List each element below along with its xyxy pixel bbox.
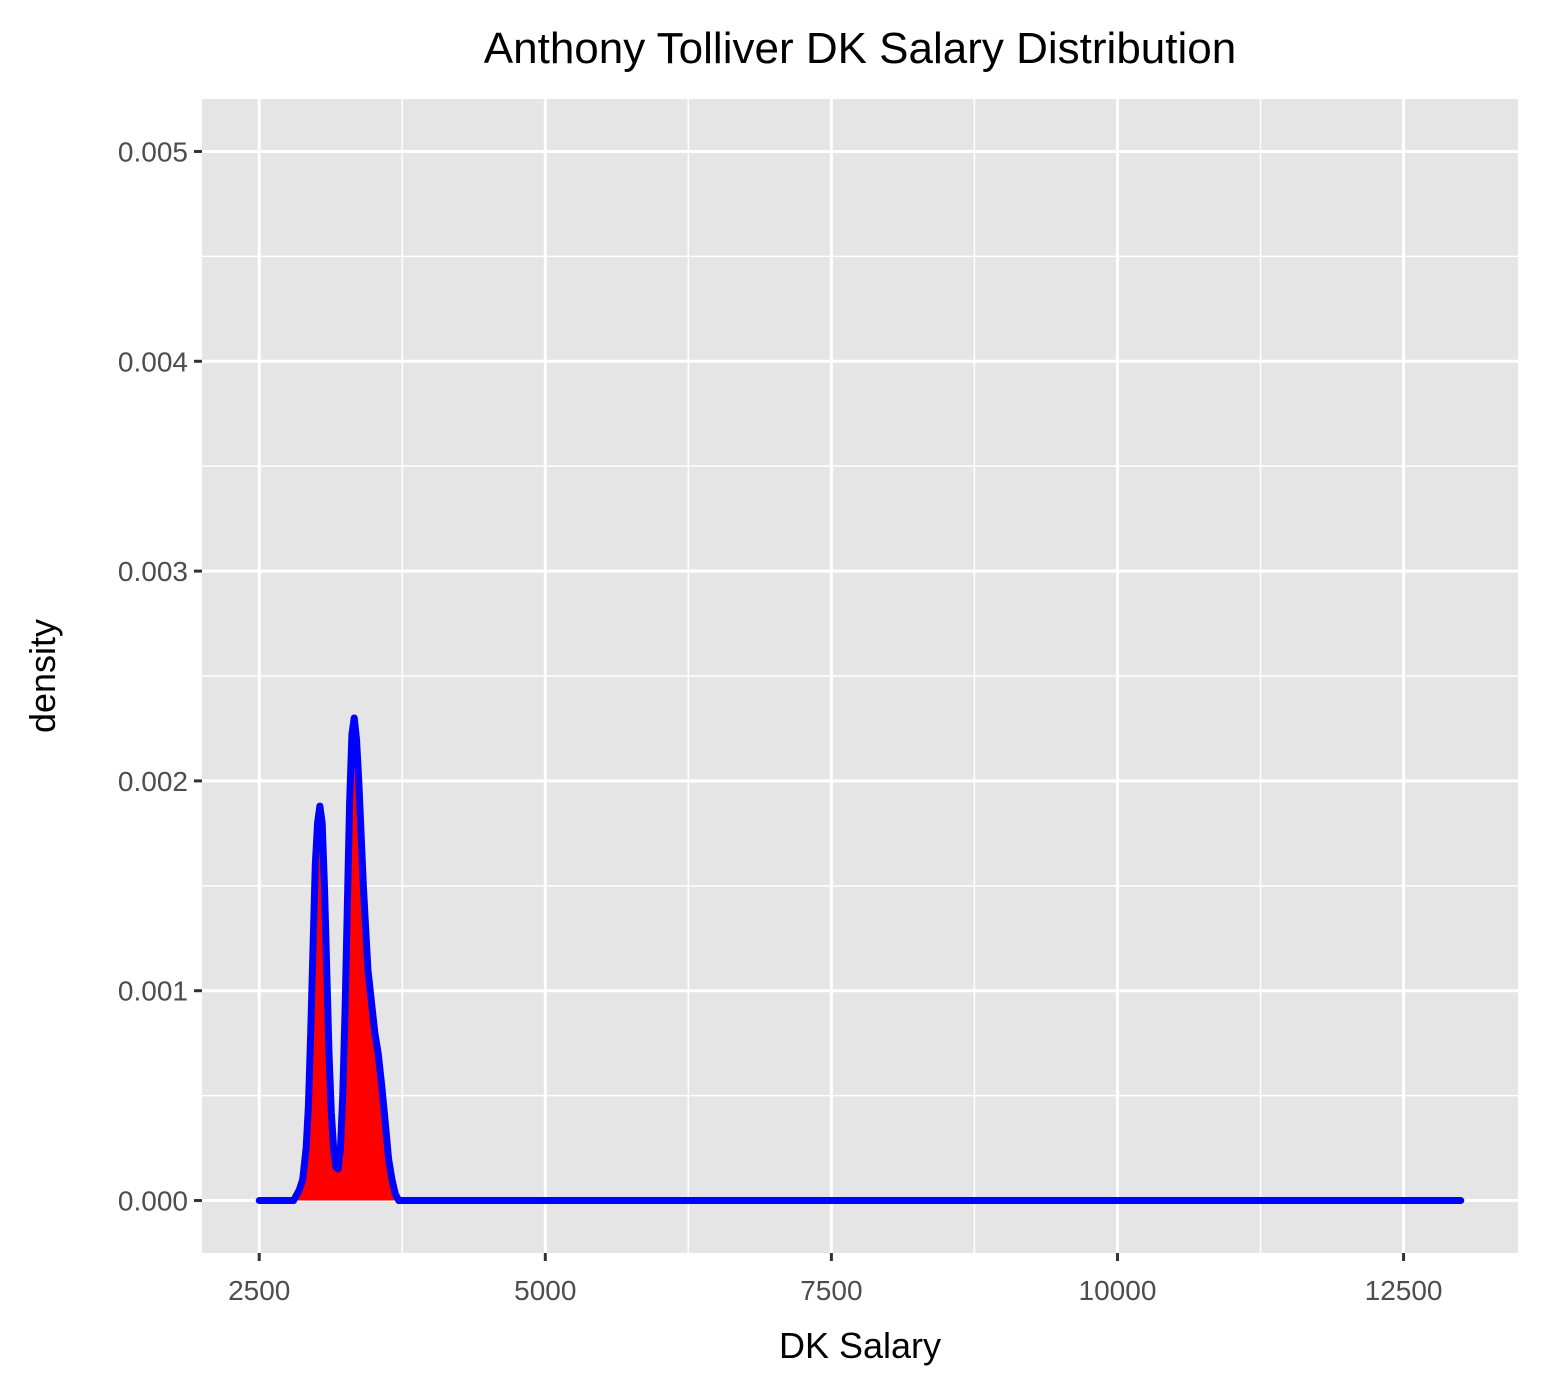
density-area [259, 717, 1461, 1201]
y-tick-label: 0.003 [118, 556, 188, 587]
chart-title: Anthony Tolliver DK Salary Distribution [484, 24, 1236, 73]
y-axis: 0.000 0.001 0.002 0.003 0.004 0.005 [118, 136, 202, 1217]
x-tick-label: 2500 [228, 1275, 290, 1306]
x-tick-label: 10000 [1079, 1275, 1157, 1306]
density-line [255, 714, 1465, 1205]
y-axis-title: density [22, 619, 63, 733]
y-tick-label: 0.002 [118, 766, 188, 797]
y-tick-label: 0.001 [118, 976, 188, 1007]
x-axis-title: DK Salary [779, 1325, 941, 1366]
x-axis: 2500 5000 7500 10000 12500 [228, 1253, 1443, 1306]
y-tick-label: 0.005 [118, 136, 188, 167]
y-tick-label: 0.004 [118, 346, 188, 377]
x-tick-label: 5000 [514, 1275, 576, 1306]
x-tick-label: 12500 [1365, 1275, 1443, 1306]
minor-gridlines [202, 99, 1518, 1253]
y-tick-label: 0.000 [118, 1186, 188, 1217]
x-tick-label: 7500 [800, 1275, 862, 1306]
